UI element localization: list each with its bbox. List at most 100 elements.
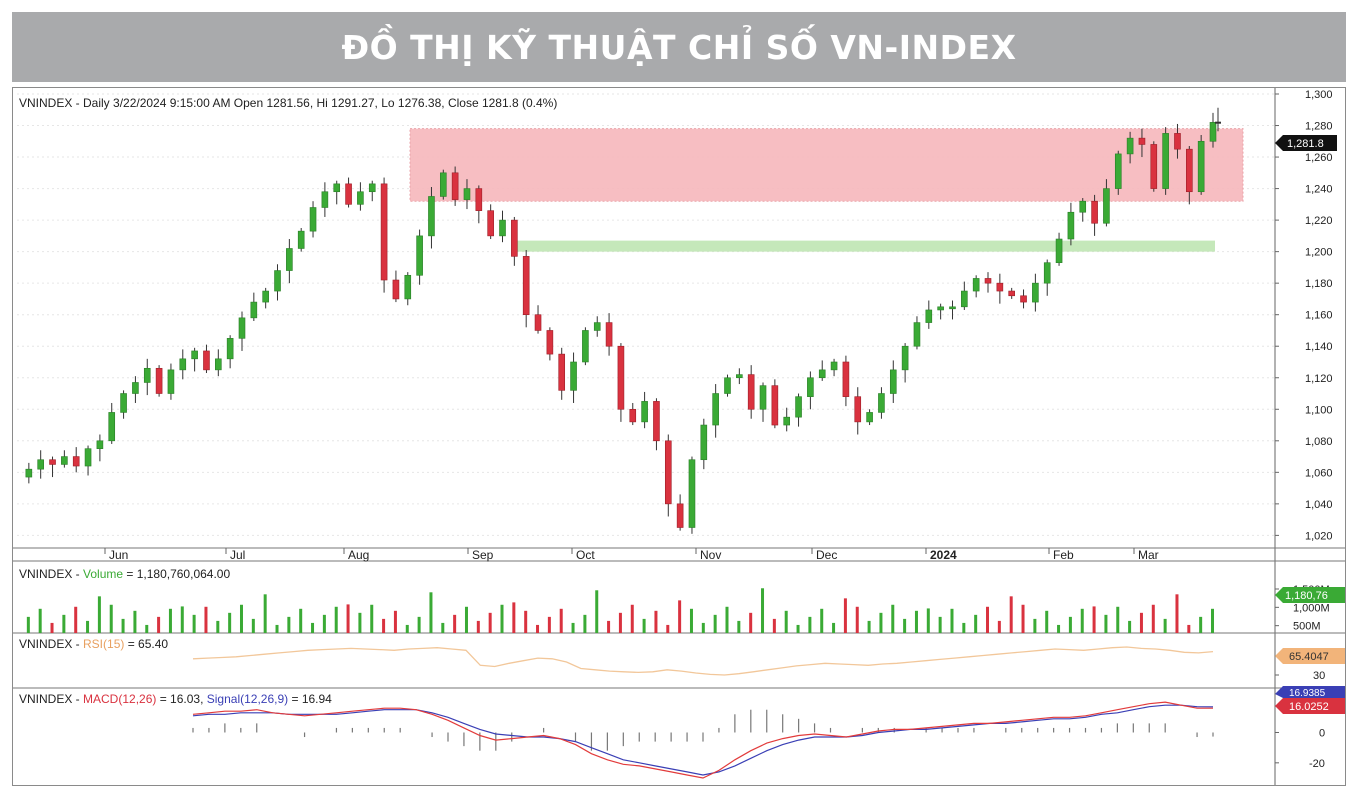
month-label: Jul	[230, 548, 245, 562]
volume-bar-up	[1211, 608, 1214, 633]
volume-bar-up	[879, 612, 883, 633]
volume-bar-up	[950, 608, 954, 633]
volume-bar-up	[725, 606, 729, 633]
candle-down	[771, 385, 779, 426]
volume-bar-down	[512, 602, 516, 633]
volume-bar-up	[808, 616, 812, 633]
volume-bar-up	[370, 604, 374, 633]
volume-bar-down	[654, 610, 658, 633]
volume-bar-down	[855, 606, 859, 633]
rsi-badge: 65.4047	[1275, 648, 1345, 664]
volume-bar-up	[121, 618, 125, 633]
month-label: Feb	[1053, 548, 1074, 562]
candle-down	[49, 459, 56, 465]
volume-bar-up	[109, 604, 113, 633]
volume-bar-up	[334, 606, 338, 633]
macd-badge: 16.0252	[1275, 698, 1345, 714]
volume-bar-up	[796, 624, 800, 633]
candle-up	[226, 338, 234, 360]
candle-up	[61, 456, 68, 465]
volume-badge: 1,180,76	[1275, 587, 1345, 603]
candle-up	[937, 306, 944, 311]
candle-up	[439, 172, 447, 197]
candle-up	[191, 350, 198, 360]
candle-up	[179, 358, 187, 371]
price-tick-label: 1,160	[1305, 310, 1333, 322]
signal-header-name: Signal(12,26,9)	[207, 692, 288, 706]
volume-bar-down	[749, 612, 753, 633]
volume-bar-up	[275, 624, 279, 633]
candle-up	[297, 230, 305, 249]
price-tick-label: 1,040	[1305, 499, 1333, 511]
price-tick-label: 1,240	[1305, 184, 1333, 196]
price-candles	[25, 107, 1221, 534]
candle-up	[37, 459, 44, 470]
volume-bar-up	[192, 614, 196, 633]
candle-up	[972, 278, 980, 292]
candle-up	[428, 196, 435, 237]
candle-up	[132, 382, 139, 394]
volume-bar-up	[86, 620, 90, 633]
volume-bar-down	[453, 614, 457, 633]
candle-up	[641, 401, 648, 423]
volume-bar-up	[832, 622, 836, 633]
volume-bar-up	[595, 590, 599, 633]
candle-up	[1055, 238, 1063, 263]
candle-down	[984, 278, 992, 284]
banner-title: ĐỒ THỊ KỸ THUẬT CHỈ SỐ VN-INDEX	[341, 27, 1017, 67]
volume-bar-up	[287, 616, 291, 633]
candle-up	[724, 377, 731, 394]
volume-bar-up	[405, 624, 409, 633]
candle-down	[558, 353, 566, 391]
candle-up	[830, 361, 838, 371]
rsi-header-value: = 65.40	[124, 637, 168, 651]
candle-up	[143, 367, 151, 383]
price-tick-label: 1,200	[1305, 247, 1333, 259]
candle-up	[416, 235, 423, 276]
candle-down	[487, 210, 494, 237]
candle-down	[475, 188, 483, 211]
macd-badge-text: 16.0252	[1289, 701, 1329, 713]
volume-header-prefix: VNINDEX -	[19, 567, 83, 581]
price-tick-label: 1,120	[1305, 373, 1333, 385]
candle-up	[309, 207, 317, 232]
candle-down	[1020, 295, 1027, 303]
volume-bar-up	[713, 614, 717, 633]
candle-down	[392, 279, 400, 300]
time-x-axis: Jun Jul Aug Sep Oct Nov Dec 2024 Feb Mar	[104, 548, 1159, 562]
volume-bar-down	[1009, 596, 1013, 633]
volume-bar-down	[1151, 604, 1155, 633]
price-tick-label: 1,060	[1305, 467, 1333, 479]
macd-header-value: = 16.03,	[156, 692, 206, 706]
volume-bar-up	[701, 622, 705, 633]
candle-up	[949, 306, 956, 310]
candle-down	[617, 345, 625, 410]
volume-bar-down	[74, 606, 78, 633]
title-banner: ĐỒ THỊ KỸ THUẬT CHỈ SỐ VN-INDEX	[12, 12, 1346, 82]
price-header: VNINDEX - Daily 3/22/2024 9:15:00 AM Ope…	[19, 96, 557, 110]
volume-bar-up	[1163, 618, 1167, 633]
macd-line	[192, 701, 1213, 779]
candle-up	[866, 412, 873, 423]
price-tick-label: 1,080	[1305, 436, 1333, 448]
candle-up	[463, 188, 471, 200]
candle-down	[546, 330, 554, 355]
candle-up	[582, 330, 589, 363]
candle-up	[238, 317, 246, 339]
volume-bar-down	[382, 618, 386, 633]
signal-badge: 16.9385	[1275, 686, 1345, 699]
candle-up	[84, 448, 92, 467]
candle-up	[700, 424, 708, 461]
volume-bar-down	[997, 620, 1001, 633]
candle-up	[913, 322, 921, 347]
volume-header: VNINDEX - Volume = 1,180,760,064.00	[19, 567, 230, 581]
month-label: Aug	[348, 548, 369, 562]
candle-down	[155, 367, 163, 394]
macd-panel: 0 -20	[192, 701, 1325, 779]
candle-down	[203, 350, 210, 371]
candle-up	[712, 393, 719, 426]
volume-bar-down	[666, 624, 670, 633]
support-zone	[515, 240, 1215, 252]
month-label: 2024	[930, 548, 957, 562]
volume-bar-up	[867, 620, 871, 633]
